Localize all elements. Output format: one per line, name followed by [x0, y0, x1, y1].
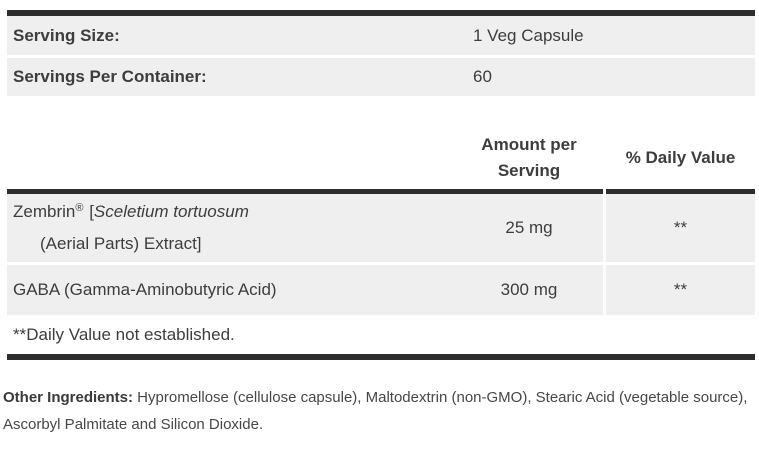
column-divider [603, 265, 606, 315]
other-ingredients-text: Hypromellose (cellulose capsule), Maltod… [3, 389, 748, 433]
ingredient-row-gaba: GABA (Gamma-Aminobutyric Acid) 300 mg ** [7, 265, 755, 315]
servings-per-container-value: 60 [473, 67, 492, 86]
ingredient-name-line1: Zembrin® [Sceletium tortuosum [13, 202, 249, 221]
other-ingredients-paragraph: Other Ingredients: Hypromellose (cellulo… [3, 384, 752, 438]
ingredient-row-zembrin: Zembrin® [Sceletium tortuosum (Aerial Pa… [7, 194, 755, 262]
ingredient-column-header [7, 96, 455, 194]
column-divider [603, 194, 606, 262]
daily-value-header-label: % Daily Value [625, 147, 736, 167]
daily-value-footnote: **Daily Value not established. [7, 315, 755, 354]
ingredient-name-zembrin: Zembrin® [Sceletium tortuosum (Aerial Pa… [7, 194, 455, 262]
ingredient-daily-value-zembrin: ** [606, 194, 755, 262]
ingredient-name-line2: (Aerial Parts) Extract] [40, 234, 202, 253]
servings-per-container-label: Servings Per Container: [13, 67, 207, 86]
ingredient-latin-name: Sceletium tortuosum [93, 202, 249, 221]
serving-size-value: 1 Veg Capsule [473, 25, 584, 45]
supplement-facts-table: Serving Size: 1 Veg Capsule Servings Per… [7, 10, 755, 360]
registered-trademark-symbol: ® [75, 202, 84, 214]
ingredient-daily-value-gaba: ** [606, 265, 755, 315]
ingredient-amount-zembrin: 25 mg [455, 194, 603, 262]
ingredient-amount-gaba: 300 mg [455, 265, 603, 315]
daily-value-header: % Daily Value [606, 96, 755, 194]
other-ingredients-label: Other Ingredients: [3, 389, 134, 406]
amount-per-serving-header: Amount per Serving [455, 96, 603, 194]
servings-per-container-row: Servings Per Container: 60 [7, 58, 755, 96]
amount-per-serving-header-label: Amount per Serving [481, 134, 577, 180]
serving-size-row: Serving Size: 1 Veg Capsule [7, 16, 755, 55]
ingredient-name-gaba: GABA (Gamma-Aminobutyric Acid) [7, 265, 455, 315]
serving-size-label: Serving Size: [13, 25, 120, 45]
column-divider [603, 96, 606, 194]
table-header-row: Amount per Serving % Daily Value [7, 96, 755, 194]
